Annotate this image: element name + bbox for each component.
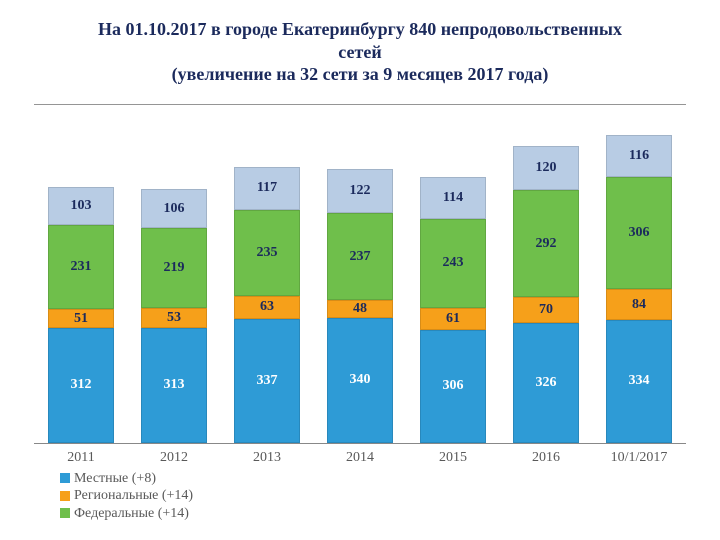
title-line-1: На 01.10.2017 в городе Екатеринбургу 840… (34, 18, 686, 41)
bar-segment: 306 (606, 177, 672, 289)
bar-segment: 231 (48, 225, 114, 310)
chart: 3125123110331353219106337632351173404823… (34, 104, 686, 466)
page: На 01.10.2017 в городе Екатеринбургу 840… (0, 0, 720, 540)
bar-segment: 117 (234, 167, 300, 210)
bar-column: 31251231103 (48, 187, 114, 443)
bar-segment: 235 (234, 210, 300, 296)
x-axis-label: 2016 (513, 450, 579, 466)
x-axis-label: 2015 (420, 450, 486, 466)
bar-column: 34048237122 (327, 169, 393, 443)
x-axis-label: 2011 (48, 450, 114, 466)
bar-segment: 61 (420, 308, 486, 330)
legend-item: Местные (+8) (60, 470, 193, 488)
legend-item: Региональные (+14) (60, 487, 193, 505)
bar-segment: 103 (48, 187, 114, 225)
bar-segment: 53 (141, 308, 207, 327)
bar-segment: 114 (420, 177, 486, 219)
bar-segment: 334 (606, 320, 672, 442)
bar-segment: 219 (141, 228, 207, 308)
legend-item: Федеральные (+14) (60, 505, 193, 523)
x-axis-label: 2013 (234, 450, 300, 466)
bar-segment: 312 (48, 328, 114, 442)
bar-column: 33763235117 (234, 167, 300, 443)
bar-segment: 306 (420, 330, 486, 442)
page-title: На 01.10.2017 в городе Екатеринбургу 840… (34, 18, 686, 86)
chart-top-rule (34, 104, 686, 105)
bar-segment: 326 (513, 323, 579, 443)
bar-segment: 116 (606, 135, 672, 178)
legend-swatch (60, 473, 70, 483)
bar-segment: 237 (327, 213, 393, 300)
legend-label: Федеральные (+14) (74, 505, 189, 523)
title-line-3: (увеличение на 32 сети за 9 месяцев 2017… (34, 63, 686, 86)
bar-segment: 243 (420, 219, 486, 308)
bar-segment: 48 (327, 300, 393, 318)
chart-legend: Местные (+8)Региональные (+14)Федеральны… (60, 470, 193, 523)
bar-segment: 337 (234, 319, 300, 443)
chart-x-axis: 2011 2012 2013 2014 2015 2016 10/1/2017 (34, 444, 686, 466)
bar-segment: 340 (327, 318, 393, 443)
bar-column: 32670292120 (513, 146, 579, 442)
bar-segment: 106 (141, 189, 207, 228)
legend-swatch (60, 491, 70, 501)
legend-label: Региональные (+14) (74, 487, 193, 505)
bar-segment: 292 (513, 190, 579, 297)
bar-segment: 84 (606, 289, 672, 320)
bar-column: 31353219106 (141, 189, 207, 442)
bar-segment: 51 (48, 309, 114, 328)
x-axis-label: 10/1/2017 (606, 450, 672, 466)
bar-segment: 63 (234, 296, 300, 319)
legend-swatch (60, 508, 70, 518)
chart-plot-area: 3125123110331353219106337632351173404823… (34, 113, 686, 444)
x-axis-label: 2014 (327, 450, 393, 466)
bar-segment: 120 (513, 146, 579, 190)
bar-column: 30661243114 (420, 177, 486, 442)
bar-segment: 313 (141, 328, 207, 443)
x-axis-label: 2012 (141, 450, 207, 466)
bar-segment: 70 (513, 297, 579, 323)
legend-label: Местные (+8) (74, 470, 156, 488)
title-line-2: сетей (34, 41, 686, 64)
bar-column: 33484306116 (606, 135, 672, 443)
bar-segment: 122 (327, 169, 393, 214)
